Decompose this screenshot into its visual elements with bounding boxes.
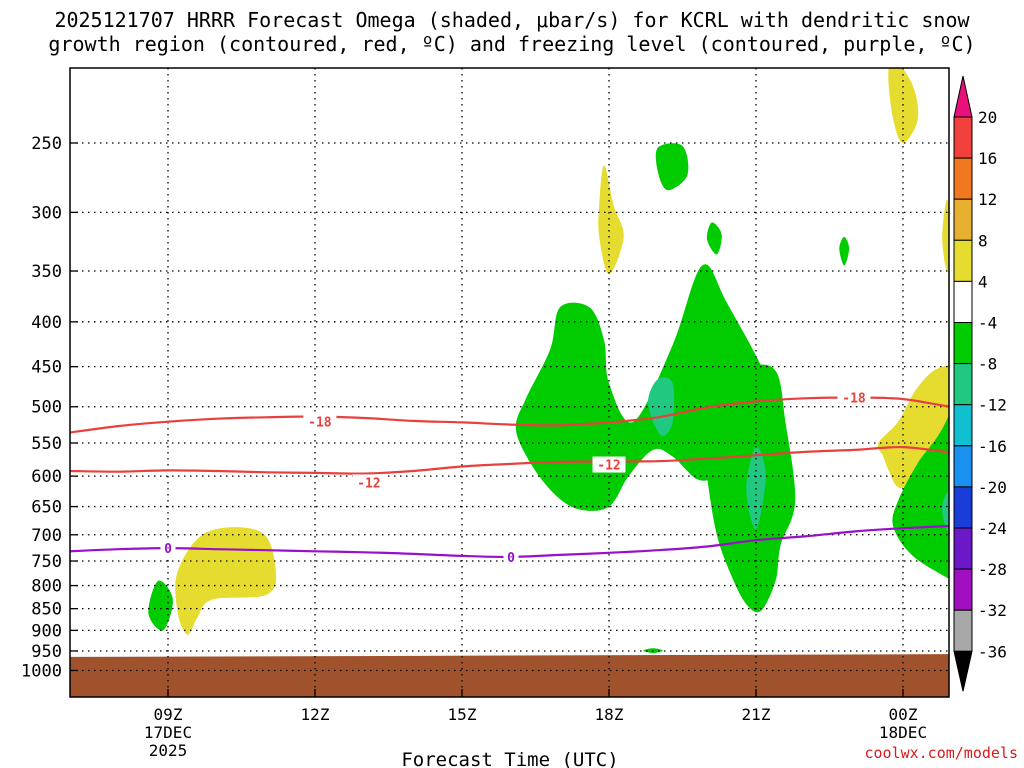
y-tick-label-900: 900: [31, 621, 62, 641]
colorbar-label-12: 12: [978, 190, 997, 209]
omega-region-11: [892, 415, 949, 579]
credit-link[interactable]: coolwx.com/models: [864, 744, 1018, 762]
x-tick-label-18DEC: 18DEC: [879, 723, 927, 742]
colorbar-bin-12: [953, 568, 973, 611]
x-tick-label-15Z: 15Z: [448, 705, 477, 724]
x-tick-label-2025: 2025: [149, 741, 188, 760]
x-axis-title: Forecast Time (UTC): [401, 749, 618, 768]
colorbar-bin-2: [953, 157, 973, 200]
y-tick-label-950: 950: [31, 642, 62, 662]
colorbar-label--12: -12: [978, 396, 1007, 415]
colorbar-bin-5: [953, 280, 973, 323]
contour-label-0-1: 0: [507, 551, 515, 566]
contour-label-bg--18: [837, 389, 871, 406]
omega-region-3: [877, 365, 949, 489]
y-tick-label-350: 350: [31, 262, 62, 282]
y-tick-label-400: 400: [31, 313, 62, 333]
omega-region-6: [655, 143, 689, 191]
omega-region-15: [942, 489, 949, 535]
colorbar-label--20: -20: [978, 478, 1007, 497]
x-tick-label-12Z: 12Z: [301, 705, 330, 724]
colorbar-label--4: -4: [978, 314, 997, 333]
y-tick-label-750: 750: [31, 552, 62, 572]
y-tick-label-650: 650: [31, 498, 62, 518]
y-tick-label-1000: 1000: [21, 661, 62, 681]
contour-label--18-1: -18: [842, 391, 866, 406]
omega-region-0: [888, 68, 919, 143]
y-tick-label-300: 300: [31, 203, 62, 223]
colorbar-bottom-arrow: [953, 650, 973, 692]
colorbar-label--8: -8: [978, 355, 997, 374]
contour-0: [70, 525, 949, 559]
colorbar-label--32: -32: [978, 601, 1007, 620]
contour-label-bg--12: [592, 456, 626, 473]
colorbar-label-20: 20: [978, 108, 997, 127]
contour-label--12-1: -12: [597, 459, 620, 474]
colorbar-bin-13: [953, 609, 973, 652]
chart-title-line-2: growth region (contoured, red, ºC) and f…: [48, 32, 976, 56]
omega-region-1: [598, 165, 624, 275]
colorbar-bin-6: [953, 322, 973, 365]
contour-label-bg--18: [303, 413, 337, 430]
y-tick-label-250: 250: [31, 134, 62, 154]
colorbar-bin-10: [953, 486, 973, 529]
y-tick-label-700: 700: [31, 526, 62, 546]
omega-region-7: [706, 222, 722, 255]
colorbar-bin-1: [953, 116, 973, 159]
omega-region-4: [175, 527, 277, 635]
contour-label-bg-0: [160, 540, 176, 557]
x-tick-label-18Z: 18Z: [595, 705, 624, 724]
colorbar-label--16: -16: [978, 437, 1007, 456]
x-tick-label-21Z: 21Z: [742, 705, 771, 724]
omega-region-13: [648, 377, 675, 436]
omega-region-8: [839, 236, 850, 266]
colorbar-label--24: -24: [978, 519, 1007, 538]
y-tick-label-500: 500: [31, 398, 62, 418]
contour--12: [70, 445, 949, 475]
colorbar-bin-11: [953, 527, 973, 570]
colorbar-top-arrow: [953, 75, 973, 118]
y-tick-label-600: 600: [31, 467, 62, 487]
colorbar-label-4: 4: [978, 272, 988, 291]
colorbar-bin-9: [953, 445, 973, 488]
x-tick-label-00Z: 00Z: [889, 705, 918, 724]
colorbar-label--28: -28: [978, 560, 1007, 579]
contour-label-0-0: 0: [164, 542, 172, 557]
plot-frame: [69, 67, 950, 698]
omega-region-5: [148, 580, 173, 631]
x-tick-label-17DEC: 17DEC: [144, 723, 192, 742]
contour-label-bg-0: [503, 548, 519, 565]
y-tick-label-550: 550: [31, 434, 62, 454]
colorbar-bin-7: [953, 363, 973, 406]
chart-title-line-1: 2025121707 HRRR Forecast Omega (shaded, …: [54, 8, 970, 32]
colorbar-bin-4: [953, 239, 973, 282]
omega-region-2: [942, 199, 949, 271]
omega-region-14: [746, 446, 766, 530]
contour-label-bg--12: [352, 474, 386, 491]
contour-label--12-0: -12: [357, 476, 380, 491]
x-tick-label-09Z: 09Z: [154, 705, 183, 724]
colorbar-bin-3: [953, 198, 973, 241]
colorbar-label-16: 16: [978, 149, 997, 168]
y-tick-label-800: 800: [31, 577, 62, 597]
colorbar-bin-8: [953, 404, 973, 447]
colorbar-label--36: -36: [978, 642, 1007, 661]
y-tick-label-450: 450: [31, 358, 62, 378]
y-tick-label-850: 850: [31, 600, 62, 620]
terrain-band: [70, 654, 949, 697]
colorbar-label-8: 8: [978, 231, 988, 250]
contour-label--18-0: -18: [308, 416, 332, 431]
